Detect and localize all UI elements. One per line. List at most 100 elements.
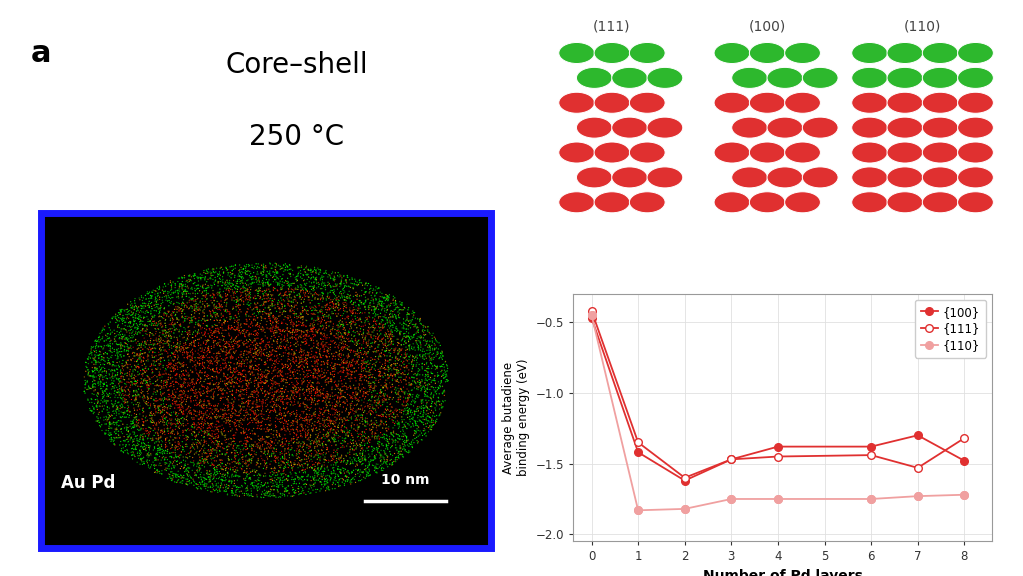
Point — [144, 368, 161, 377]
Point — [241, 367, 258, 376]
Point — [406, 377, 422, 386]
Point — [422, 359, 439, 368]
Point — [264, 291, 280, 301]
Point — [436, 359, 452, 369]
Point — [232, 392, 249, 401]
Point — [132, 354, 148, 363]
Point — [273, 285, 290, 294]
Point — [374, 411, 391, 420]
Point — [342, 275, 358, 285]
Point — [137, 440, 153, 449]
Point — [377, 336, 394, 346]
Point — [433, 362, 449, 372]
Point — [285, 349, 302, 358]
Point — [220, 307, 236, 316]
Point — [261, 438, 277, 448]
Point — [225, 408, 241, 418]
Point — [158, 453, 174, 462]
Point — [259, 444, 275, 453]
Point — [239, 300, 256, 309]
Point — [244, 492, 261, 501]
Point — [241, 291, 258, 301]
Point — [205, 475, 221, 484]
Point — [84, 343, 100, 352]
Point — [250, 378, 266, 387]
Point — [269, 267, 285, 276]
Point — [94, 394, 110, 403]
Point — [168, 469, 184, 479]
Point — [105, 418, 122, 427]
Point — [223, 486, 239, 495]
Point — [130, 390, 146, 399]
Point — [243, 279, 260, 289]
Point — [364, 327, 381, 336]
Point — [335, 298, 351, 308]
Point — [315, 294, 331, 304]
Point — [267, 420, 283, 430]
Point — [168, 469, 184, 479]
Point — [154, 413, 171, 422]
Point — [109, 393, 126, 402]
Circle shape — [887, 192, 923, 213]
Point — [261, 306, 277, 315]
Point — [137, 374, 153, 384]
Point — [230, 457, 247, 467]
Point — [158, 328, 174, 337]
Point — [390, 395, 406, 404]
Point — [310, 459, 326, 468]
Point — [257, 288, 273, 297]
Point — [239, 295, 256, 304]
Point — [119, 342, 135, 351]
Point — [439, 372, 455, 381]
Point — [194, 442, 211, 451]
Point — [168, 361, 184, 370]
Point — [314, 397, 330, 406]
Point — [303, 325, 319, 334]
Point — [357, 359, 373, 368]
Point — [305, 410, 321, 419]
Point — [381, 372, 397, 381]
Point — [141, 411, 158, 420]
Point — [367, 376, 384, 385]
Point — [288, 387, 305, 396]
Point — [300, 471, 316, 480]
Point — [299, 464, 315, 473]
Point — [162, 404, 178, 413]
Point — [132, 446, 148, 455]
Point — [220, 415, 236, 425]
Point — [351, 411, 367, 420]
Point — [163, 311, 179, 320]
Point — [181, 293, 197, 302]
Point — [144, 416, 161, 425]
Point — [296, 445, 312, 454]
Point — [118, 347, 134, 356]
Point — [354, 444, 370, 453]
Circle shape — [731, 67, 767, 88]
Point — [318, 312, 335, 321]
Point — [283, 461, 300, 470]
Point — [196, 435, 213, 445]
Point — [338, 437, 354, 446]
Point — [374, 324, 391, 333]
Point — [297, 306, 313, 315]
Point — [170, 302, 186, 312]
Point — [216, 412, 232, 421]
Point — [311, 317, 327, 326]
Point — [197, 427, 214, 437]
Circle shape — [785, 142, 820, 163]
Point — [409, 323, 426, 332]
Point — [161, 308, 177, 317]
Point — [280, 311, 297, 320]
Point — [292, 394, 308, 403]
Point — [130, 359, 146, 369]
Point — [190, 348, 207, 358]
Point — [238, 469, 255, 478]
Point — [360, 312, 376, 321]
Point — [364, 392, 381, 401]
Point — [366, 305, 383, 314]
Point — [179, 353, 195, 362]
Point — [238, 281, 255, 290]
Point — [244, 403, 261, 412]
Point — [134, 325, 150, 334]
Point — [174, 274, 190, 283]
